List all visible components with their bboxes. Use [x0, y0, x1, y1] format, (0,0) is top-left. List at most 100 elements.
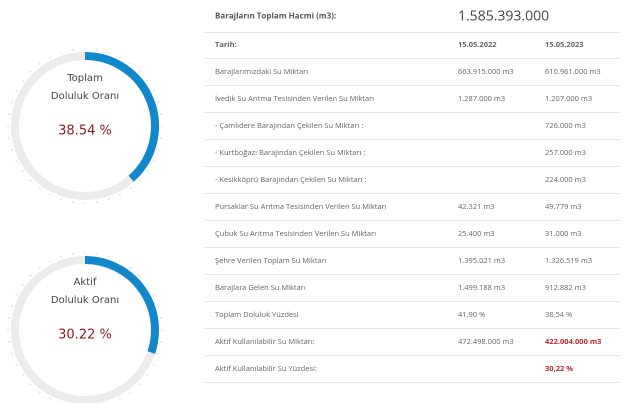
row-cell: 30,22 % [545, 363, 573, 374]
gauge-dot [96, 201, 98, 203]
gauge-dot [119, 397, 121, 400]
gauge-dot [161, 125, 163, 127]
gauge-dot [107, 198, 110, 201]
gauge-dot [119, 260, 121, 263]
row-cell: 31.000 m3 [545, 228, 582, 239]
row-label: Aktif Kullanılabilir Su Yüzdesi: [215, 363, 317, 374]
row-label: Barajlarımızdaki Su Miktarı [215, 66, 309, 77]
row-cell: 1.287.000 m3 [458, 93, 506, 104]
row-label: Pursaklar Su Arıtma Tesisinden Verilen S… [215, 201, 387, 212]
column-date: 15.05.2023 [545, 40, 584, 50]
gauge-dot [8, 341, 10, 343]
gauge-dot [15, 90, 18, 92]
row-label: Aktif Kullanılabilir Su Miktarı: [215, 336, 315, 347]
gauge-label: Doluluk Oranı [51, 295, 119, 306]
gauge-dot [157, 352, 160, 355]
gauge-dot [10, 305, 13, 308]
gauge-arc [84, 256, 159, 354]
gauge-dot [49, 56, 51, 59]
gauge-dot [96, 49, 98, 51]
row-cell: 25.400 m3 [458, 228, 495, 239]
gauge-dot [84, 252, 86, 254]
row-label: Çubuk Su Arıtma Tesisinden Verilen Su Mi… [215, 228, 377, 239]
gauge-dot [15, 364, 18, 366]
gauge-dot [38, 62, 41, 65]
gauge-dot [72, 253, 74, 255]
row-cell: 49.779 m3 [545, 201, 582, 212]
row-cell: 38,54 % [545, 309, 573, 320]
table-row: - Kurtboğazı Barajından Çekilen Su Mikta… [205, 139, 620, 167]
gauge-arc [84, 52, 159, 182]
column-row: Tarih: 15.05.2022 15.05.2023 [205, 32, 620, 59]
gauge-dot [60, 51, 63, 54]
gauge-dot [84, 48, 86, 50]
gauge-dot [160, 341, 162, 343]
gauge-dot [21, 170, 24, 173]
gauge-dot [129, 391, 132, 394]
gauge-dot [107, 255, 110, 258]
row-label: - Çamlıdere Barajından Çekilen Su Miktar… [215, 120, 364, 131]
table-row: Pursaklar Su Arıtma Tesisinden Verilen S… [205, 193, 620, 221]
row-label: Şehre Verilen Toplam Su Miktarı [215, 255, 327, 266]
gauge-dot [138, 70, 141, 73]
gauge-label: Doluluk Oranı [51, 91, 119, 102]
gauge-dot [157, 305, 160, 308]
table-row: - Çamlıdere Barajından Çekilen Su Miktar… [205, 112, 620, 140]
table-row: İvedik Su Arıtma Tesisinden Verilen Su M… [205, 85, 620, 113]
gauge-dot [7, 125, 9, 127]
gauge-dot [10, 352, 13, 355]
row-cell: 1.207.000 m3 [545, 93, 593, 104]
gauge-dot [8, 137, 10, 139]
gauge-dot [72, 49, 74, 51]
table-row: Aktif Kullanılabilir Su Miktarı: 472.498.… [205, 328, 620, 356]
gauge-dot [129, 187, 132, 190]
gauge-dot [107, 51, 110, 54]
gauge-dot [21, 283, 24, 286]
row-cell: 224.000 m3 [545, 174, 586, 185]
gauge-dot [152, 364, 155, 366]
table-row: Aktif Kullanılabilir Su Yüzdesi: 30,22 % [205, 355, 620, 383]
gauge-dot [29, 179, 32, 182]
gauge-dot [38, 266, 41, 269]
gauge-dot [21, 79, 24, 82]
gauge-dot [96, 253, 98, 255]
table-row: - Kesikköprü Barajından Çekilen Su Mikta… [205, 166, 620, 194]
gauge-dot [8, 317, 10, 319]
row-label: Barajlara Gelen Su Miktarı [215, 282, 306, 293]
gauge-dot [72, 201, 74, 203]
gauge-value: 38.54 % [58, 124, 112, 139]
row-cell: 257.000 m3 [545, 147, 586, 158]
row-cell: 663.915.000 m3 [458, 66, 514, 77]
gauge-dot [10, 101, 13, 104]
gauge-dot [8, 113, 10, 115]
gauge-dot [152, 90, 155, 92]
row-cell: 610.961.000 m3 [545, 66, 601, 77]
gauge-dot [161, 329, 163, 331]
gauge-dot [38, 187, 41, 190]
table-row: Şehre Verilen Toplam Su Miktarı 1.395.021… [205, 247, 620, 275]
gauge-dot [21, 374, 24, 377]
table-row: Çubuk Su Arıtma Tesisinden Verilen Su Mi… [205, 220, 620, 248]
gauge-dot [15, 160, 18, 162]
gauge-label: Aktif [74, 277, 97, 288]
gauge-dot [138, 383, 141, 386]
header-label: Barajların Toplam Hacmi (m3): [215, 10, 337, 22]
gauge-dot [157, 101, 160, 104]
gauge-dot [129, 62, 132, 65]
gauge-dot [129, 266, 132, 269]
gauge-dot [138, 274, 141, 277]
gauge-value: 30.22 % [58, 328, 112, 343]
row-cell: 1.326.519 m3 [545, 255, 593, 266]
gauge-dot [138, 179, 141, 182]
gauge-dot [157, 148, 160, 151]
gauge-dot [60, 198, 63, 201]
gauge-dot [29, 70, 32, 73]
gauge-dot [84, 202, 86, 204]
gauge-dot [160, 113, 162, 115]
header-value: 1.585.393.000 [458, 6, 550, 26]
gauge-dot [160, 137, 162, 139]
gauge-dot [119, 56, 121, 59]
gauge-dot [152, 160, 155, 162]
gauge-dot [49, 397, 51, 400]
gauges: Toplam Doluluk Oranı 38.54 % Aktif Doluluk O… [7, 48, 163, 403]
